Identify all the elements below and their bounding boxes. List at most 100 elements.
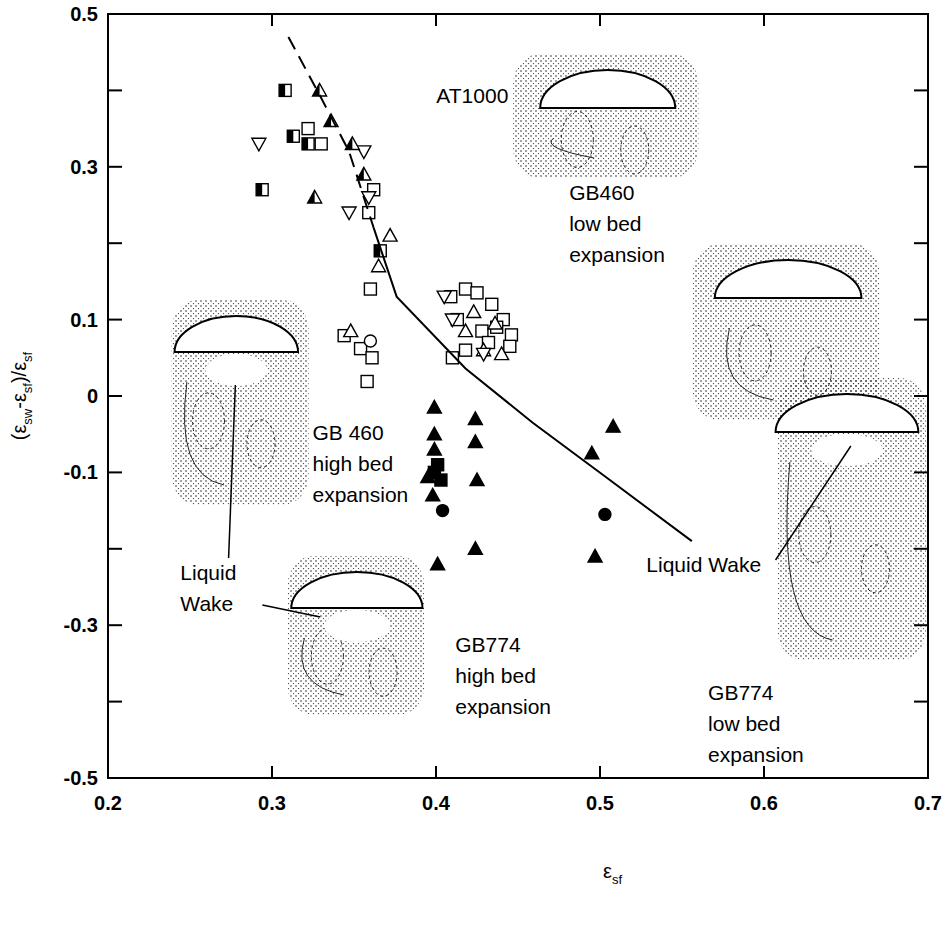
marker-shape [357,167,371,180]
x-tick [599,766,601,778]
marker-shape [505,329,517,341]
marker-shape [477,348,491,361]
point [252,138,266,151]
liquid-wake [811,434,882,466]
y-tick [914,319,928,321]
point [361,375,373,387]
marker-shape [252,138,266,151]
point [364,335,376,347]
x-tick [271,766,273,778]
swirl [193,393,225,449]
point [366,352,378,364]
annotation-line: GB774 [708,681,774,704]
x-tick [927,14,929,26]
point [606,420,620,433]
point [426,488,440,501]
annotation: GB774low bedexpansion [708,681,804,766]
marker-fill [302,138,308,150]
marker-shape [585,446,599,459]
marker-shape [361,375,373,387]
point [431,557,445,570]
point [437,505,449,517]
marker-shape [308,190,322,203]
fit-curve [288,37,373,228]
x-tick-label: 0.3 [258,792,286,814]
x-tick [763,766,765,778]
x-tick-label: 0.7 [914,792,942,814]
marker-shape [364,335,376,347]
y-minor-tick [108,242,122,244]
subscript: sf [20,351,35,362]
annotation-line: AT1000 [436,84,508,107]
y-tick-label: -0.5 [64,767,98,789]
text-part: )/ε [8,362,30,383]
x-tick-label: 0.5 [586,792,614,814]
marker-shape [470,473,484,486]
marker-fill [308,190,315,203]
marker-shape [468,542,482,555]
marker-shape [372,259,386,272]
marker-fill [345,137,352,150]
y-tick-label: 0 [87,385,98,407]
marker-shape [344,324,358,337]
swirl [184,382,224,485]
marker-shape [445,314,459,327]
text-part: ε [603,860,612,882]
marker-shape [366,352,378,364]
annotation: GB774high bedexpansion [455,633,551,718]
plot-frame [108,14,928,778]
y-minor-tick [108,548,122,550]
leader-line [262,605,320,617]
marker-shape [467,305,481,318]
y-tick [914,777,928,779]
swirl [739,325,771,381]
x-tick-label: 0.2 [94,792,122,814]
particle-region [513,54,698,178]
point [505,329,517,341]
point [435,474,447,486]
swirl [247,420,275,468]
marker-shape [427,400,441,413]
y-tick [914,395,928,397]
bubble-sketch [513,54,698,178]
point [477,348,491,361]
point [468,412,482,425]
annotation: GB 460high bedexpansion [313,421,409,506]
annotation-line: GB 460 [313,421,384,444]
swirl [862,545,890,593]
point [383,229,397,242]
point [302,138,314,150]
point [437,291,451,304]
swirl [787,462,833,640]
point [427,442,441,455]
annotation-line: high bed [313,452,394,475]
annotation-line: Liquid Wake [646,553,761,576]
marker-shape [486,298,498,310]
point [471,287,483,299]
point [460,283,472,295]
annotation-line: low bed [569,212,641,235]
marker-shape [315,138,327,150]
marker-shape [342,207,356,220]
x-tick-label: 0.6 [750,792,778,814]
subscript: sf [20,383,35,394]
point [488,316,502,329]
marker-shape [302,138,314,150]
point [460,344,472,356]
annotation: GB460low bedexpansion [569,181,665,266]
annotation-line: Wake [180,592,233,615]
marker-shape [363,207,375,219]
point [585,446,599,459]
bubble [540,70,675,108]
bubble-sketches [172,54,926,715]
bubble [175,316,298,352]
marker-shape [460,283,472,295]
background [0,0,944,934]
swirl [369,648,397,696]
marker-shape [495,347,509,360]
y-tick [108,471,122,473]
marker-shape [588,549,602,562]
marker-shape [606,420,620,433]
marker-shape [431,557,445,570]
point [599,508,611,520]
